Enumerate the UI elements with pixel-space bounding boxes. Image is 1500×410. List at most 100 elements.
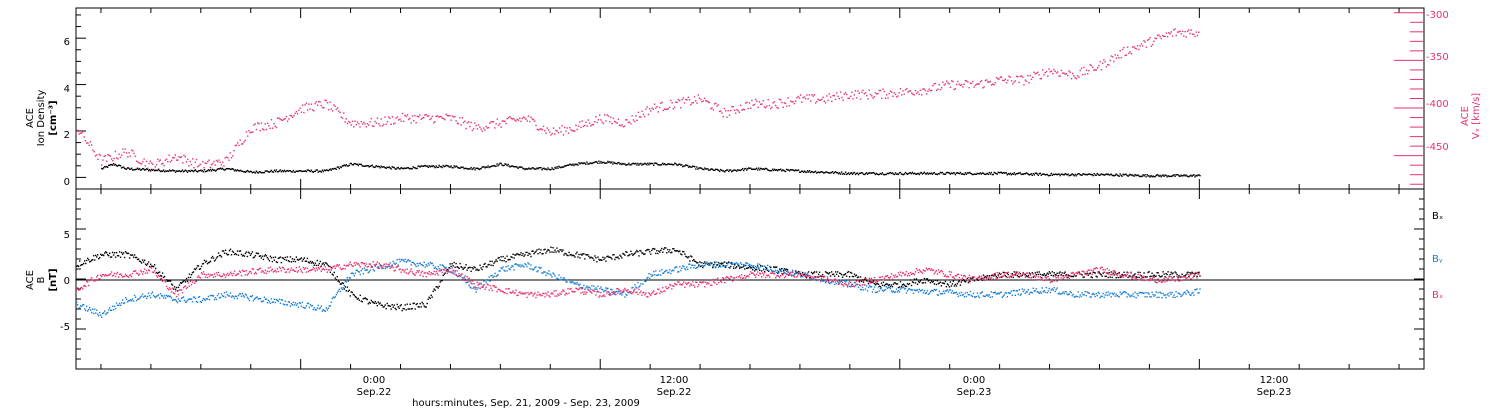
data-point (243, 270, 246, 273)
data-point (330, 301, 332, 303)
data-point (1098, 271, 1100, 274)
data-point (851, 173, 854, 175)
data-point (584, 162, 586, 164)
data-point (1066, 276, 1068, 279)
data-point (701, 264, 703, 267)
data-point (499, 289, 501, 291)
data-point (665, 270, 667, 272)
data-point (120, 251, 123, 254)
data-point (365, 269, 367, 271)
data-point (757, 263, 759, 265)
data-point (1124, 54, 1126, 57)
data-point (621, 124, 623, 126)
data-point (955, 83, 958, 86)
data-point (446, 114, 449, 117)
data-point (138, 273, 141, 275)
data-point (757, 169, 759, 171)
data-point (985, 294, 988, 296)
data-point (1114, 174, 1116, 176)
data-point (253, 256, 256, 258)
data-point (980, 277, 983, 280)
data-point (241, 255, 244, 257)
data-point (967, 172, 970, 174)
data-point (484, 129, 486, 131)
data-point (77, 287, 79, 289)
data-point (184, 301, 187, 303)
data-point (1162, 292, 1164, 295)
data-point (464, 167, 466, 169)
data-point (174, 154, 176, 156)
data-point (544, 248, 546, 250)
data-point (1196, 288, 1198, 290)
data-point (837, 282, 840, 284)
data-point (639, 285, 641, 287)
data-point (201, 273, 204, 275)
data-point (428, 115, 430, 117)
data-point (656, 274, 658, 276)
data-point (92, 308, 94, 310)
data-point (1055, 288, 1057, 291)
data-point (270, 119, 273, 121)
data-point (140, 295, 143, 297)
data-point (439, 281, 441, 283)
data-point (779, 169, 781, 171)
data-point (452, 167, 454, 169)
data-point (1131, 46, 1134, 48)
data-point (195, 158, 198, 161)
data-point (843, 93, 845, 95)
data-point (760, 265, 762, 267)
data-point (360, 121, 362, 123)
data-point (906, 290, 909, 292)
data-point (541, 253, 543, 255)
data-point (208, 298, 211, 301)
data-point (750, 267, 752, 269)
data-point (648, 164, 650, 166)
data-point (393, 166, 395, 169)
data-point (777, 107, 779, 109)
data-point (806, 94, 808, 96)
data-point (658, 164, 660, 166)
data-point (361, 165, 363, 167)
data-point (580, 162, 582, 164)
data-point (466, 276, 468, 278)
data-point (968, 280, 971, 283)
data-point (906, 283, 909, 285)
data-point (393, 304, 395, 306)
data-point (1085, 173, 1087, 176)
data-point (752, 269, 754, 271)
data-point (249, 295, 252, 298)
data-point (968, 87, 970, 89)
data-point (841, 96, 843, 99)
data-point (823, 279, 826, 282)
data-point (551, 292, 553, 294)
data-point (530, 291, 532, 293)
data-point (241, 293, 244, 295)
data-point (280, 261, 283, 264)
data-point (791, 269, 794, 271)
data-point (388, 263, 390, 266)
data-point (258, 297, 261, 300)
data-point (521, 166, 523, 168)
data-point (171, 169, 174, 171)
data-point (493, 275, 495, 278)
data-point (235, 144, 238, 146)
data-point (780, 99, 782, 101)
data-point (748, 102, 751, 104)
data-point (1045, 173, 1047, 176)
data-point (396, 303, 398, 306)
data-point (176, 301, 179, 304)
data-point (718, 110, 721, 113)
data-point (886, 283, 889, 285)
data-point (318, 307, 320, 310)
data-point (870, 281, 873, 283)
data-point (99, 256, 101, 259)
data-point (558, 294, 560, 297)
data-point (262, 171, 265, 174)
data-point (209, 260, 212, 262)
data-point (775, 169, 777, 171)
data-point (208, 261, 211, 263)
data-point (567, 288, 569, 290)
data-point (110, 158, 113, 160)
data-point (269, 266, 272, 268)
